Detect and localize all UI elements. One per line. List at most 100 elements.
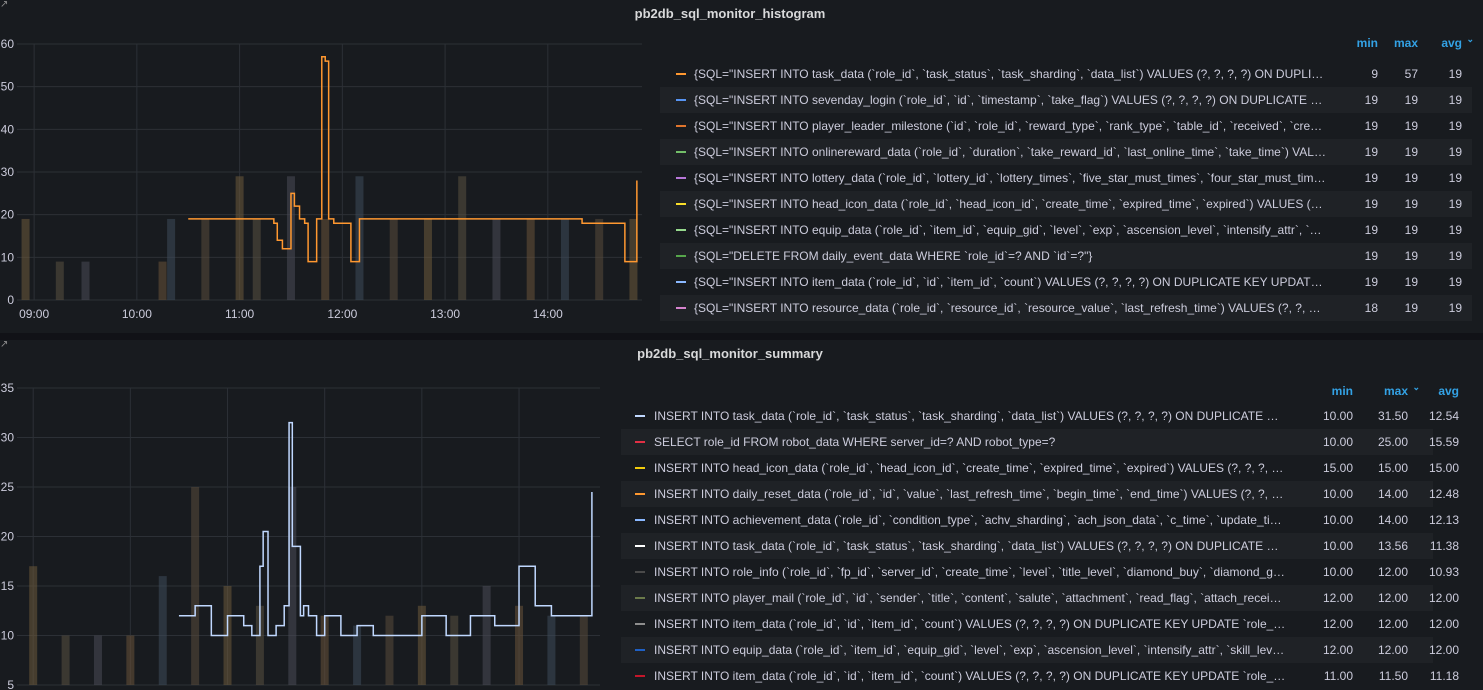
legend-item[interactable]: {SQL="INSERT INTO player_leader_mileston… bbox=[660, 113, 1472, 139]
legend-max-value: 14.00 bbox=[1377, 513, 1408, 527]
chart-bar bbox=[321, 218, 330, 300]
legend-item[interactable]: INSERT INTO achievement_data (`role_id`,… bbox=[621, 507, 1459, 533]
summary-legend: min max avg ⌄ INSERT INTO task_data (`role_i… bbox=[621, 382, 1473, 690]
legend-item[interactable]: {SQL="INSERT INTO lottery_data (`role_id… bbox=[660, 165, 1472, 191]
legend-avg-value: 15.59 bbox=[1428, 435, 1459, 449]
sort-chevron-icon[interactable]: ⌄ bbox=[1412, 382, 1420, 392]
panel-resize-icon[interactable]: ↗ bbox=[0, 340, 9, 350]
legend-item[interactable]: {SQL="INSERT INTO task_data (`role_id`, … bbox=[660, 61, 1472, 87]
legend-min-value: 9 bbox=[1371, 67, 1378, 81]
legend-item[interactable]: INSERT INTO head_icon_data (`role_id`, `… bbox=[621, 455, 1459, 481]
series-line[interactable] bbox=[188, 56, 638, 263]
histogram-chart[interactable]: 0 10 20 30 40 50 60 09:00 10:00 11:00 12:00 13:00 14… bbox=[0, 0, 650, 333]
y-tick-label: 30 bbox=[1, 431, 15, 445]
legend-avg-value: 12.00 bbox=[1428, 591, 1459, 605]
legend-swatch bbox=[635, 623, 645, 625]
chart-bar bbox=[560, 218, 569, 300]
legend-item[interactable]: {SQL="DELETE FROM daily_event_data WHERE… bbox=[660, 243, 1472, 269]
legend-item[interactable]: INSERT INTO task_data (`role_id`, `task_… bbox=[621, 533, 1459, 559]
y-tick-label: 35 bbox=[1, 381, 15, 395]
x-tick-label: 09:00 bbox=[19, 307, 49, 321]
legend-item[interactable]: SELECT role_id FROM robot_data WHERE ser… bbox=[621, 429, 1459, 455]
legend-series-name: INSERT INTO daily_reset_data (`role_id`,… bbox=[654, 487, 1286, 501]
legend-item[interactable]: INSERT INTO task_data (`role_id`, `task_… bbox=[621, 403, 1459, 429]
panel-title[interactable]: pb2db_sql_monitor_histogram bbox=[634, 6, 826, 21]
chart-bar bbox=[81, 261, 90, 300]
legend-header-max[interactable]: max bbox=[1393, 36, 1418, 50]
legend-swatch bbox=[635, 545, 645, 547]
legend-avg-value: 19 bbox=[1448, 197, 1462, 211]
legend-header-min[interactable]: min bbox=[1356, 36, 1378, 50]
legend-min-value: 19 bbox=[1364, 249, 1378, 263]
legend-item[interactable]: {SQL="INSERT INTO head_icon_data (`role_… bbox=[660, 191, 1472, 217]
legend-max-value: 19 bbox=[1404, 301, 1418, 315]
legend-header-max[interactable]: max bbox=[1383, 384, 1408, 398]
legend-item[interactable]: {SQL="INSERT INTO equip_data (`role_id`,… bbox=[660, 217, 1472, 243]
legend-series-name: {SQL="INSERT INTO player_leader_mileston… bbox=[694, 119, 1326, 133]
chart-bar bbox=[526, 218, 535, 300]
legend-header-avg[interactable]: avg bbox=[1441, 36, 1462, 50]
legend-item[interactable]: INSERT INTO role_info (`role_id`, `fp_id… bbox=[621, 559, 1459, 585]
summary-chart[interactable]: 510152025303509:0010:0011:0012:0013:0014… bbox=[0, 340, 612, 690]
chart-bar bbox=[288, 487, 297, 685]
chart-bar bbox=[353, 625, 362, 685]
x-tick-label: 10:00 bbox=[122, 307, 152, 321]
legend-min-value: 19 bbox=[1364, 93, 1378, 107]
legend-series-name: {SQL="INSERT INTO task_data (`role_id`, … bbox=[694, 67, 1326, 81]
x-tick-label: 14:00 bbox=[533, 307, 563, 321]
legend-swatch bbox=[676, 73, 686, 75]
y-tick-label: 10 bbox=[1, 250, 15, 264]
y-tick-label: 10 bbox=[1, 629, 15, 643]
sort-chevron-icon[interactable]: ⌄ bbox=[1466, 34, 1474, 44]
chart-bar bbox=[126, 635, 135, 685]
chart-bar bbox=[482, 586, 491, 685]
y-tick-label: 15 bbox=[1, 579, 15, 593]
y-tick-label: 20 bbox=[1, 208, 15, 222]
chart-bar bbox=[547, 615, 556, 685]
legend-swatch bbox=[635, 649, 645, 651]
legend-item[interactable]: INSERT INTO item_data (`role_id`, `id`, … bbox=[621, 611, 1459, 637]
legend-min-value: 11.00 bbox=[1323, 669, 1353, 683]
legend-series-name: {SQL="INSERT INTO equip_data (`role_id`,… bbox=[694, 223, 1326, 237]
legend-avg-value: 12.13 bbox=[1428, 513, 1459, 527]
legend-max-value: 19 bbox=[1404, 119, 1418, 133]
legend-item[interactable]: INSERT INTO player_mail (`role_id`, `id`… bbox=[621, 585, 1459, 611]
legend-series-name: {SQL="INSERT INTO item_data (`role_id`, … bbox=[694, 275, 1326, 289]
legend-min-value: 10.00 bbox=[1322, 435, 1353, 449]
legend-header: min max avg ⌄ bbox=[621, 382, 1473, 400]
legend-item[interactable]: {SQL="INSERT INTO item_data (`role_id`, … bbox=[660, 269, 1472, 295]
panel-title[interactable]: pb2db_sql_monitor_summary bbox=[637, 346, 823, 361]
legend-item[interactable]: INSERT INTO equip_data (`role_id`, `item… bbox=[621, 637, 1459, 663]
legend-min-value: 12.00 bbox=[1322, 643, 1353, 657]
legend-swatch bbox=[676, 151, 686, 153]
legend-series-name: {SQL="INSERT INTO resource_data (`role_i… bbox=[694, 301, 1326, 315]
chart-bar bbox=[579, 615, 588, 685]
legend-item[interactable]: INSERT INTO item_data (`role_id`, `id`, … bbox=[621, 663, 1459, 689]
panel-divider bbox=[0, 333, 1483, 340]
legend-avg-value: 12.00 bbox=[1428, 643, 1459, 657]
chart-bar bbox=[255, 605, 264, 685]
chart-bar bbox=[93, 635, 102, 685]
legend-item[interactable]: {SQL="INSERT INTO onlinereward_data (`ro… bbox=[660, 139, 1472, 165]
chart-bar bbox=[167, 218, 176, 300]
legend-header-avg[interactable]: avg bbox=[1438, 384, 1459, 398]
series-line[interactable] bbox=[178, 421, 593, 637]
panel-resize-icon[interactable]: ↗ bbox=[0, 0, 9, 10]
legend-item[interactable]: INSERT INTO daily_reset_data (`role_id`,… bbox=[621, 481, 1459, 507]
legend-swatch bbox=[676, 281, 686, 283]
legend-max-value: 19 bbox=[1404, 249, 1418, 263]
legend-header-min[interactable]: min bbox=[1331, 384, 1353, 398]
legend-series-name: INSERT INTO head_icon_data (`role_id`, `… bbox=[654, 461, 1286, 475]
y-tick-label: 40 bbox=[1, 122, 15, 136]
legend-series-name: INSERT INTO task_data (`role_id`, `task_… bbox=[654, 409, 1286, 423]
legend-item[interactable]: {SQL="INSERT INTO resource_data (`role_i… bbox=[660, 295, 1472, 321]
legend-avg-value: 12.00 bbox=[1428, 617, 1459, 631]
legend-swatch bbox=[635, 571, 645, 573]
legend-item[interactable]: {SQL="INSERT INTO sevenday_login (`role_… bbox=[660, 87, 1472, 113]
chart-bar bbox=[21, 218, 30, 300]
y-tick-label: 30 bbox=[1, 165, 15, 179]
legend-avg-value: 15.00 bbox=[1428, 461, 1459, 475]
x-tick-label: 12:00 bbox=[327, 307, 357, 321]
legend-min-value: 10.00 bbox=[1322, 513, 1353, 527]
chart-bar bbox=[158, 261, 167, 300]
